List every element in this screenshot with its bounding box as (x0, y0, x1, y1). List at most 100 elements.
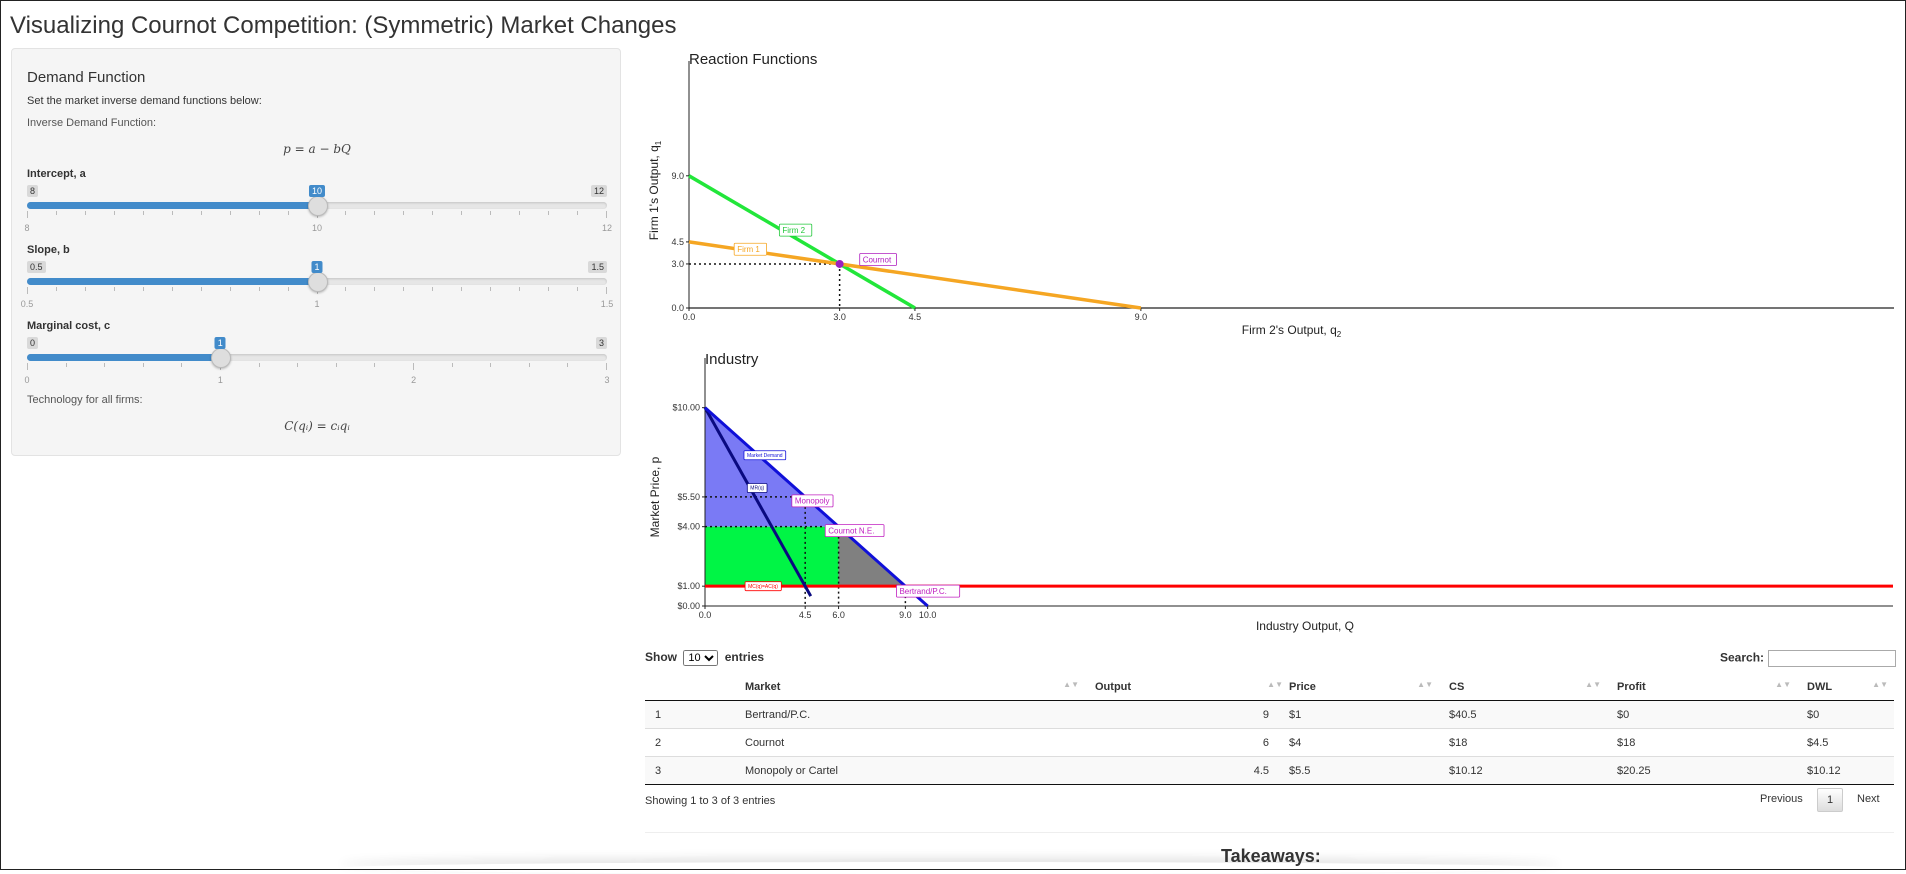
slider-tick (519, 211, 521, 215)
cell-output: 6 (1085, 728, 1279, 757)
slider-tick (577, 211, 579, 215)
x-tick-label: 6.0 (832, 610, 845, 620)
slider-min-label: 0.5 (27, 261, 46, 273)
producer-surplus-area (705, 526, 839, 587)
slider-label-marginal-cost: Marginal cost, c (27, 320, 111, 332)
slider-tick-label: 3 (604, 375, 610, 385)
cell-market: Bertrand/P.C. (735, 700, 1085, 729)
current-page-button[interactable]: 1 (1817, 788, 1844, 812)
cournot-point (835, 259, 844, 268)
cell-dwl: $4.5 (1797, 728, 1894, 757)
slider-fill (27, 202, 317, 209)
slider-tick (27, 287, 28, 294)
bertrand-label-box (896, 584, 961, 598)
table-row[interactable]: 3 Monopoly or Cartel 4.5 $5.5 $10.12 $20… (645, 756, 1894, 785)
demand-label-box (743, 450, 787, 461)
cournot-label: Cournot N.E. (828, 526, 874, 535)
column-header-output-label: Output (1095, 680, 1132, 693)
slider-tick (171, 211, 173, 215)
slider-handle[interactable] (308, 196, 328, 216)
slider-tick-label: 0 (24, 375, 30, 385)
next-page-button[interactable]: Next (1857, 793, 1880, 805)
y-tick-label: 9.0 (671, 171, 684, 181)
y-tick-label: $10.00 (672, 403, 700, 413)
slider-min-label: 8 (27, 185, 39, 197)
table-info: Showing 1 to 3 of 3 entries (645, 795, 776, 807)
intercept-slider[interactable]: 8 10 12 8 12 10 (24, 185, 612, 233)
cell-profit: $20.25 (1607, 756, 1797, 785)
marginal-cost-slider[interactable]: 0 1 2 3 0 3 1 (24, 337, 610, 385)
cell-cs: $40.5 (1439, 700, 1607, 729)
y-axis-label-sub: 1 (654, 140, 663, 145)
y-tick-label: 3.0 (671, 259, 684, 269)
slider-tick-label: 0.5 (20, 299, 34, 309)
reaction-line-firm-2 (688, 174, 916, 310)
slider-tick (519, 287, 521, 291)
annotation-label: Firm 1 (737, 245, 760, 254)
monopoly-label-box (791, 494, 834, 508)
slider-tick (258, 211, 260, 215)
slider-tick (200, 287, 202, 291)
column-header-index[interactable] (645, 673, 735, 701)
slope-slider[interactable]: 0.5 1 1.5 0.5 1.5 1 (21, 261, 613, 309)
cell-market: Cournot (735, 728, 1085, 757)
column-header-dwl-label: DWL (1807, 680, 1833, 693)
column-header-price-label: Price (1289, 680, 1316, 693)
cell-price: $5.5 (1279, 756, 1439, 785)
x-tick-label: 9.0 (899, 610, 912, 620)
cell-dwl: $10.12 (1797, 756, 1894, 785)
column-header-dwl[interactable]: DWL ▲▼ (1797, 673, 1894, 701)
slider-tick (548, 211, 550, 215)
search-input[interactable] (1768, 650, 1897, 667)
table-row[interactable]: 2 Cournot 6 $4 $18 $18 $4.5 (645, 728, 1894, 757)
cell-price: $1 (1279, 700, 1439, 729)
column-header-market[interactable]: Market ▲▼ (735, 673, 1085, 701)
slider-tick-label: 12 (601, 223, 613, 233)
slider-tick (413, 363, 414, 370)
slider-tick (65, 363, 67, 367)
mc-label: MC(q)=AC(q) (748, 584, 778, 590)
slider-tick (181, 363, 183, 367)
column-header-cs[interactable]: CS ▲▼ (1439, 673, 1607, 701)
page-length-select[interactable]: 10 (683, 650, 719, 666)
search-control: Search: (1720, 650, 1897, 667)
results-table: Market ▲▼ Output ▲▼ Price ▲▼ CS ▲▼ Profit ▲▼ … (645, 673, 1894, 785)
slider-tick (374, 363, 376, 367)
slider-track[interactable] (27, 354, 607, 361)
section-divider (645, 832, 1894, 833)
slider-tick (84, 287, 86, 291)
column-header-profit[interactable]: Profit ▲▼ (1607, 673, 1797, 701)
slider-value-label: 1 (214, 337, 226, 349)
slider-fill (27, 354, 221, 361)
slider-tick (229, 211, 231, 215)
slider-handle[interactable] (308, 272, 328, 292)
sort-icon: ▲▼ (1585, 680, 1601, 689)
slider-tick (258, 363, 260, 367)
x-tick-label: 10.0 (919, 610, 937, 620)
mr-label: MR(q) (750, 486, 764, 492)
mc-label-box (744, 581, 782, 592)
table-row[interactable]: 1 Bertrand/P.C. 9 $1 $40.5 $0 $0 (645, 700, 1894, 729)
mr-label-box (746, 483, 768, 493)
slider-tick-label: 1 (314, 299, 320, 309)
technology-label: Technology for all firms: (27, 394, 143, 406)
cell-index: 1 (645, 700, 735, 729)
column-header-output[interactable]: Output ▲▼ (1085, 673, 1283, 701)
slider-tick (84, 211, 86, 215)
inverse-demand-label: Inverse Demand Function: (27, 117, 157, 129)
column-header-price[interactable]: Price ▲▼ (1279, 673, 1439, 701)
cell-output: 4.5 (1085, 756, 1279, 785)
column-header-profit-label: Profit (1617, 680, 1646, 693)
slider-tick (461, 287, 463, 291)
previous-page-button[interactable]: Previous (1760, 793, 1803, 805)
x-axis-label: Industry Output, Q (1256, 619, 1354, 633)
cell-price: $4 (1279, 728, 1439, 757)
chart-title: Industry (705, 351, 759, 368)
slider-tick (432, 287, 434, 291)
annotation-label-box (733, 242, 767, 256)
entries-label: entries (724, 650, 765, 664)
slider-tick (200, 211, 202, 215)
page-title: Visualizing Cournot Competition: (Symmet… (10, 12, 677, 39)
slider-tick (55, 211, 57, 215)
x-tick-label: 9.0 (1135, 312, 1148, 322)
